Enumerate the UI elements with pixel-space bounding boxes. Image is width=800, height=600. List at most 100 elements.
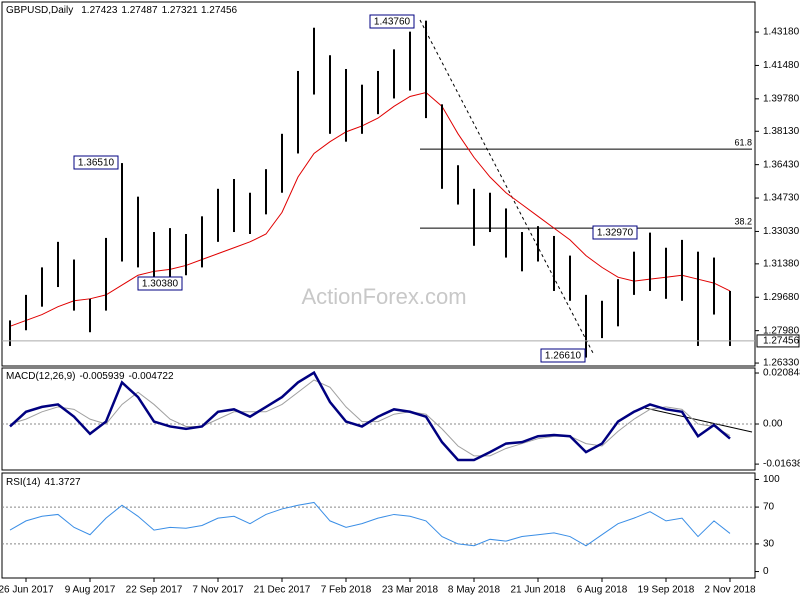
y-tick-label: 1.34730 — [763, 193, 800, 204]
y-tick-label: 1.38130 — [763, 126, 800, 137]
annotation-label: 1.36510 — [78, 158, 115, 169]
price-bar — [537, 226, 539, 262]
x-tick-label: 26 Jun 2017 — [0, 585, 54, 596]
x-tick-label: 7 Nov 2017 — [192, 585, 244, 596]
y-tick-label: 30 — [763, 539, 775, 550]
price-bar — [329, 55, 331, 134]
annotation-box — [592, 225, 638, 240]
price-bar — [409, 31, 411, 91]
x-tick-label: 7 Feb 2018 — [321, 585, 372, 596]
price-bar — [665, 247, 667, 299]
price-bar — [105, 237, 107, 311]
rsi-title: RSI(14) — [6, 477, 40, 488]
y-tick-label: 0.020848 — [763, 368, 800, 379]
price-bar — [313, 27, 315, 95]
high: 1.27487 — [121, 5, 158, 16]
macd-last: -0.005939 — [79, 371, 124, 382]
macd-trend-line — [644, 407, 753, 433]
price-bar — [185, 233, 187, 276]
price-bar — [681, 239, 683, 301]
series-line — [9, 370, 731, 462]
y-tick-label: 0 — [763, 566, 769, 577]
annotation-box — [540, 348, 586, 363]
price-bar — [153, 232, 155, 284]
series-line — [9, 501, 731, 547]
y-tick-label: -0.016389 — [763, 459, 800, 470]
y-tick-label: 1.29680 — [763, 292, 800, 303]
symbol: GBPUSD,Daily — [6, 5, 73, 16]
last-price-label: 1.27456 — [763, 336, 800, 347]
y-tick-label: 1.33030 — [763, 226, 800, 237]
annotation-box — [137, 276, 183, 291]
price-bar — [9, 320, 11, 346]
low: 1.27321 — [162, 5, 199, 16]
price-bar — [505, 208, 507, 258]
price-bar — [25, 294, 27, 331]
annotation-label: 1.32970 — [597, 228, 634, 239]
price-bar — [41, 267, 43, 307]
annotation-label: 1.26610 — [545, 351, 582, 362]
y-tick-label: 70 — [763, 502, 775, 513]
price-bar — [265, 169, 267, 215]
macd-header: MACD(12,26,9) -0.005939 -0.004722 — [6, 371, 174, 382]
last-price-box — [756, 334, 800, 348]
price-bar — [297, 70, 299, 154]
price-bar — [137, 196, 139, 268]
watermark: ActionForex.com — [301, 284, 466, 309]
y-tick-label: 1.43180 — [763, 27, 800, 38]
rsi-last: 41.3727 — [44, 477, 81, 488]
moving-average — [9, 92, 731, 327]
price-bar — [121, 163, 123, 262]
y-tick-label: 1.27980 — [763, 325, 800, 336]
price-bar — [553, 235, 555, 291]
price-bar — [441, 104, 443, 189]
price-bar — [345, 68, 347, 142]
price-bar — [217, 188, 219, 242]
annotation-label: 1.30380 — [142, 279, 179, 290]
price-bar — [361, 84, 363, 134]
price-bar — [521, 232, 523, 272]
price-bar — [473, 188, 475, 246]
x-tick-label: 21 Dec 2017 — [254, 585, 311, 596]
header: GBPUSD,Daily 1.27423 1.27487 1.27321 1.27456 — [6, 5, 238, 16]
annotation-box — [73, 155, 119, 170]
y-tick-label: 1.41480 — [763, 60, 800, 71]
price-bar — [201, 216, 203, 268]
x-tick-label: 23 Mar 2018 — [382, 585, 439, 596]
price-bar — [617, 279, 619, 327]
price-bar — [585, 294, 587, 358]
annotation-label: 1.43760 — [374, 17, 411, 28]
price-bar — [249, 192, 251, 234]
price-bar — [489, 192, 491, 233]
y-tick-label: 1.39780 — [763, 93, 800, 104]
rsi-panel — [1, 472, 756, 579]
price-bar — [649, 232, 651, 291]
x-tick-label: 21 Jun 2018 — [510, 585, 565, 596]
trend-line — [419, 19, 594, 354]
price-bar — [569, 255, 571, 301]
price-bar — [713, 257, 715, 315]
signal-last: -0.004722 — [129, 371, 174, 382]
price-bar — [89, 298, 91, 333]
macd-panel — [1, 367, 756, 471]
price-bar — [57, 241, 59, 288]
x-tick-label: 19 Sep 2018 — [638, 585, 695, 596]
price-bar — [169, 228, 171, 280]
y-tick-label: 1.36430 — [763, 159, 800, 170]
y-tick-label: 0.00 — [763, 419, 783, 430]
price-bar — [729, 290, 731, 346]
y-tick-label: 100 — [763, 474, 780, 485]
price-bar — [601, 300, 603, 339]
rsi-header: RSI(14) 41.3727 — [6, 477, 81, 488]
y-tick-label: 1.31380 — [763, 258, 800, 269]
price-bar — [457, 165, 459, 205]
close: 1.27456 — [201, 5, 238, 16]
annotation-box — [369, 14, 415, 29]
x-tick-label: 9 Aug 2017 — [65, 585, 116, 596]
price-panel — [1, 1, 756, 367]
x-tick-label: 8 May 2018 — [448, 585, 501, 596]
x-tick-label: 2 Nov 2018 — [704, 585, 756, 596]
price-bar — [281, 133, 283, 193]
price-bar — [73, 259, 75, 311]
